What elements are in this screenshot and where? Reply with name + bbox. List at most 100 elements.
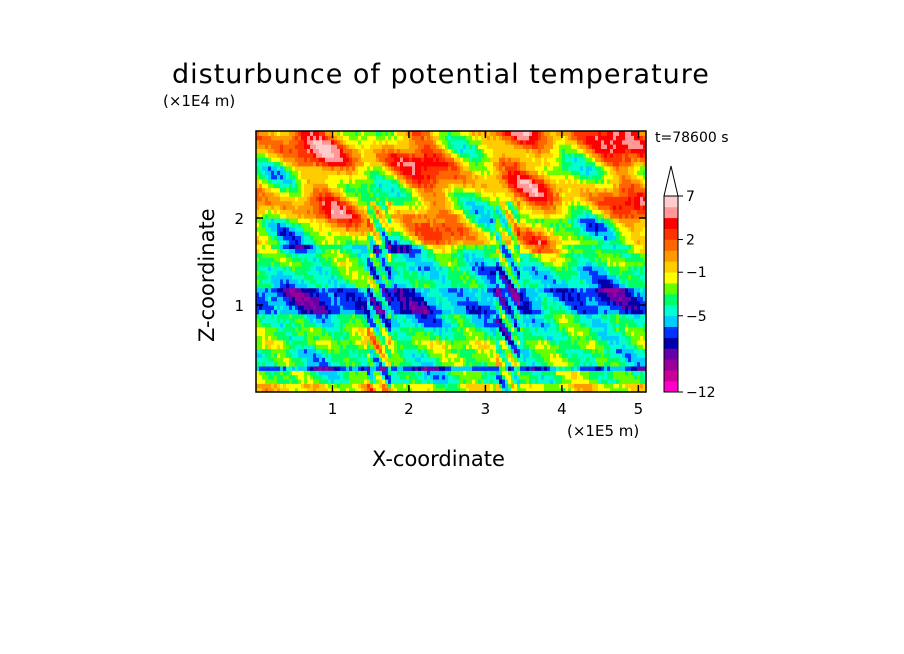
field-cell [298, 278, 302, 284]
field-cell [511, 305, 515, 310]
field-cell [331, 348, 335, 354]
field-cell [415, 283, 419, 289]
field-cell [382, 339, 386, 345]
field-cell [556, 270, 560, 276]
field-cell [508, 239, 512, 245]
field-cell [598, 374, 602, 380]
field-cell [331, 283, 335, 289]
field-cell [277, 283, 281, 289]
field-cell [499, 257, 503, 263]
field-cell [445, 331, 449, 337]
field-cell [520, 226, 524, 232]
field-cell [361, 296, 365, 302]
field-cell [358, 231, 362, 236]
field-cell [496, 344, 500, 350]
field-cell [622, 270, 626, 276]
field-cell [616, 352, 620, 358]
field-cell [433, 361, 437, 367]
field-cell [391, 226, 395, 232]
field-cell [601, 365, 605, 371]
field-cell [355, 283, 359, 289]
field-cell [364, 361, 368, 367]
field-cell [280, 309, 284, 315]
field-cell [598, 291, 602, 297]
field-cell [400, 244, 404, 250]
field-cell [613, 244, 617, 250]
field-cell [415, 322, 419, 328]
field-cell [637, 252, 641, 258]
field-cell [325, 231, 329, 236]
field-cell [562, 261, 566, 267]
field-cell [535, 265, 539, 271]
field-cell [562, 291, 566, 297]
field-cell [439, 296, 443, 302]
field-cell [286, 261, 290, 267]
field-cell [499, 244, 503, 250]
field-cell [496, 352, 500, 358]
field-cell [541, 296, 545, 302]
field-cell [526, 374, 530, 380]
field-cell [397, 361, 401, 367]
field-cell [562, 318, 566, 323]
field-cell [286, 322, 290, 328]
field-cell [535, 313, 539, 319]
field-cell [451, 322, 455, 328]
field-cell [508, 361, 512, 367]
field-cell [607, 313, 611, 319]
field-cell [484, 261, 488, 267]
field-cell [370, 348, 374, 354]
field-cell [580, 248, 584, 254]
field-cell [325, 383, 329, 389]
field-cell [376, 365, 380, 371]
field-cell [334, 265, 338, 271]
field-cell [568, 370, 572, 376]
field-cell [607, 274, 611, 280]
field-cell [427, 352, 431, 358]
field-cell [508, 313, 512, 319]
field-cell [451, 287, 455, 293]
field-cell [628, 313, 632, 319]
field-cell [421, 383, 425, 389]
field-cell [415, 296, 419, 302]
field-cell [487, 248, 491, 254]
field-cell [586, 357, 590, 363]
field-cell [559, 378, 563, 384]
field-cell [307, 374, 311, 380]
field-cell [595, 370, 599, 376]
field-cell [316, 361, 320, 367]
field-cell [397, 365, 401, 371]
field-cell [436, 387, 440, 392]
field-cell [349, 370, 353, 376]
field-cell [499, 252, 503, 258]
field-cell [304, 265, 308, 271]
field-cell [481, 383, 485, 389]
field-cell [508, 252, 512, 258]
field-cell [436, 252, 440, 258]
field-cell [427, 378, 431, 384]
field-cell [406, 222, 410, 228]
field-cell [643, 331, 646, 337]
field-cell [331, 313, 335, 319]
field-cell [259, 309, 263, 315]
field-cell [319, 365, 323, 371]
field-cell [436, 344, 440, 350]
field-cell [577, 300, 581, 306]
field-cell [466, 352, 470, 358]
field-cell [343, 239, 347, 245]
field-cell [568, 309, 572, 315]
field-cell [346, 357, 350, 363]
field-cell [307, 270, 311, 276]
field-cell [340, 331, 344, 337]
field-cell [631, 248, 635, 254]
field-cell [340, 313, 344, 319]
field-cell [538, 322, 542, 328]
field-cell [637, 318, 641, 323]
field-cell [589, 383, 593, 389]
field-cell [601, 339, 605, 345]
field-cell [334, 244, 338, 250]
field-cell [259, 265, 263, 271]
field-cell [514, 387, 518, 392]
field-cell [418, 300, 422, 306]
field-cell [400, 383, 404, 389]
field-cell [307, 387, 311, 392]
